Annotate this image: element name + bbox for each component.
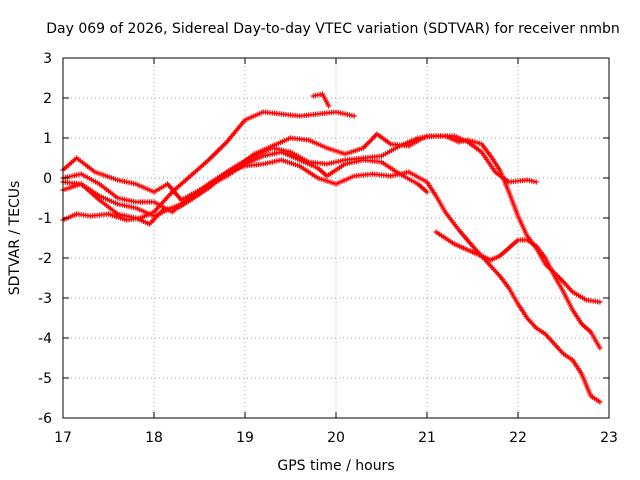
x-tick-label: 23 xyxy=(600,430,618,446)
x-tick-label: 21 xyxy=(418,430,436,446)
x-tick-label: 20 xyxy=(327,430,345,446)
y-tick-label: -3 xyxy=(38,291,52,307)
y-tick-label: -1 xyxy=(38,211,52,227)
y-tick-label: -6 xyxy=(38,411,52,427)
y-tick-label: 3 xyxy=(43,51,52,67)
series-markers xyxy=(310,91,332,109)
data-series-2 xyxy=(310,91,332,109)
x-tick-label: 22 xyxy=(509,430,527,446)
data-series-7 xyxy=(433,229,603,351)
x-tick-labels: 17 18 19 20 21 22 23 xyxy=(54,430,618,446)
y-tick-label: 2 xyxy=(43,91,52,107)
x-tick-label: 18 xyxy=(145,430,163,446)
series-markers xyxy=(433,229,603,351)
y-tick-label: -5 xyxy=(38,371,52,387)
series-line xyxy=(62,159,601,403)
x-tick-label: 19 xyxy=(236,430,254,446)
x-tick-label: 17 xyxy=(54,430,72,446)
y-axis-label: SDTVAR / TECUs xyxy=(7,181,23,296)
y-tick-label: -4 xyxy=(38,331,52,347)
data-series-5 xyxy=(60,157,603,405)
y-tick-labels: -6 -5 -4 -3 -2 -1 0 1 2 3 xyxy=(38,51,52,427)
series-markers xyxy=(60,157,603,405)
y-tick-label: 1 xyxy=(43,131,52,147)
axis-ticks xyxy=(62,57,610,419)
chart-title: Day 069 of 2026, Sidereal Day-to-day VTE… xyxy=(46,21,620,37)
y-tick-label: -2 xyxy=(38,251,52,267)
x-axis-label: GPS time / hours xyxy=(277,458,394,474)
y-tick-label: 0 xyxy=(43,171,52,187)
